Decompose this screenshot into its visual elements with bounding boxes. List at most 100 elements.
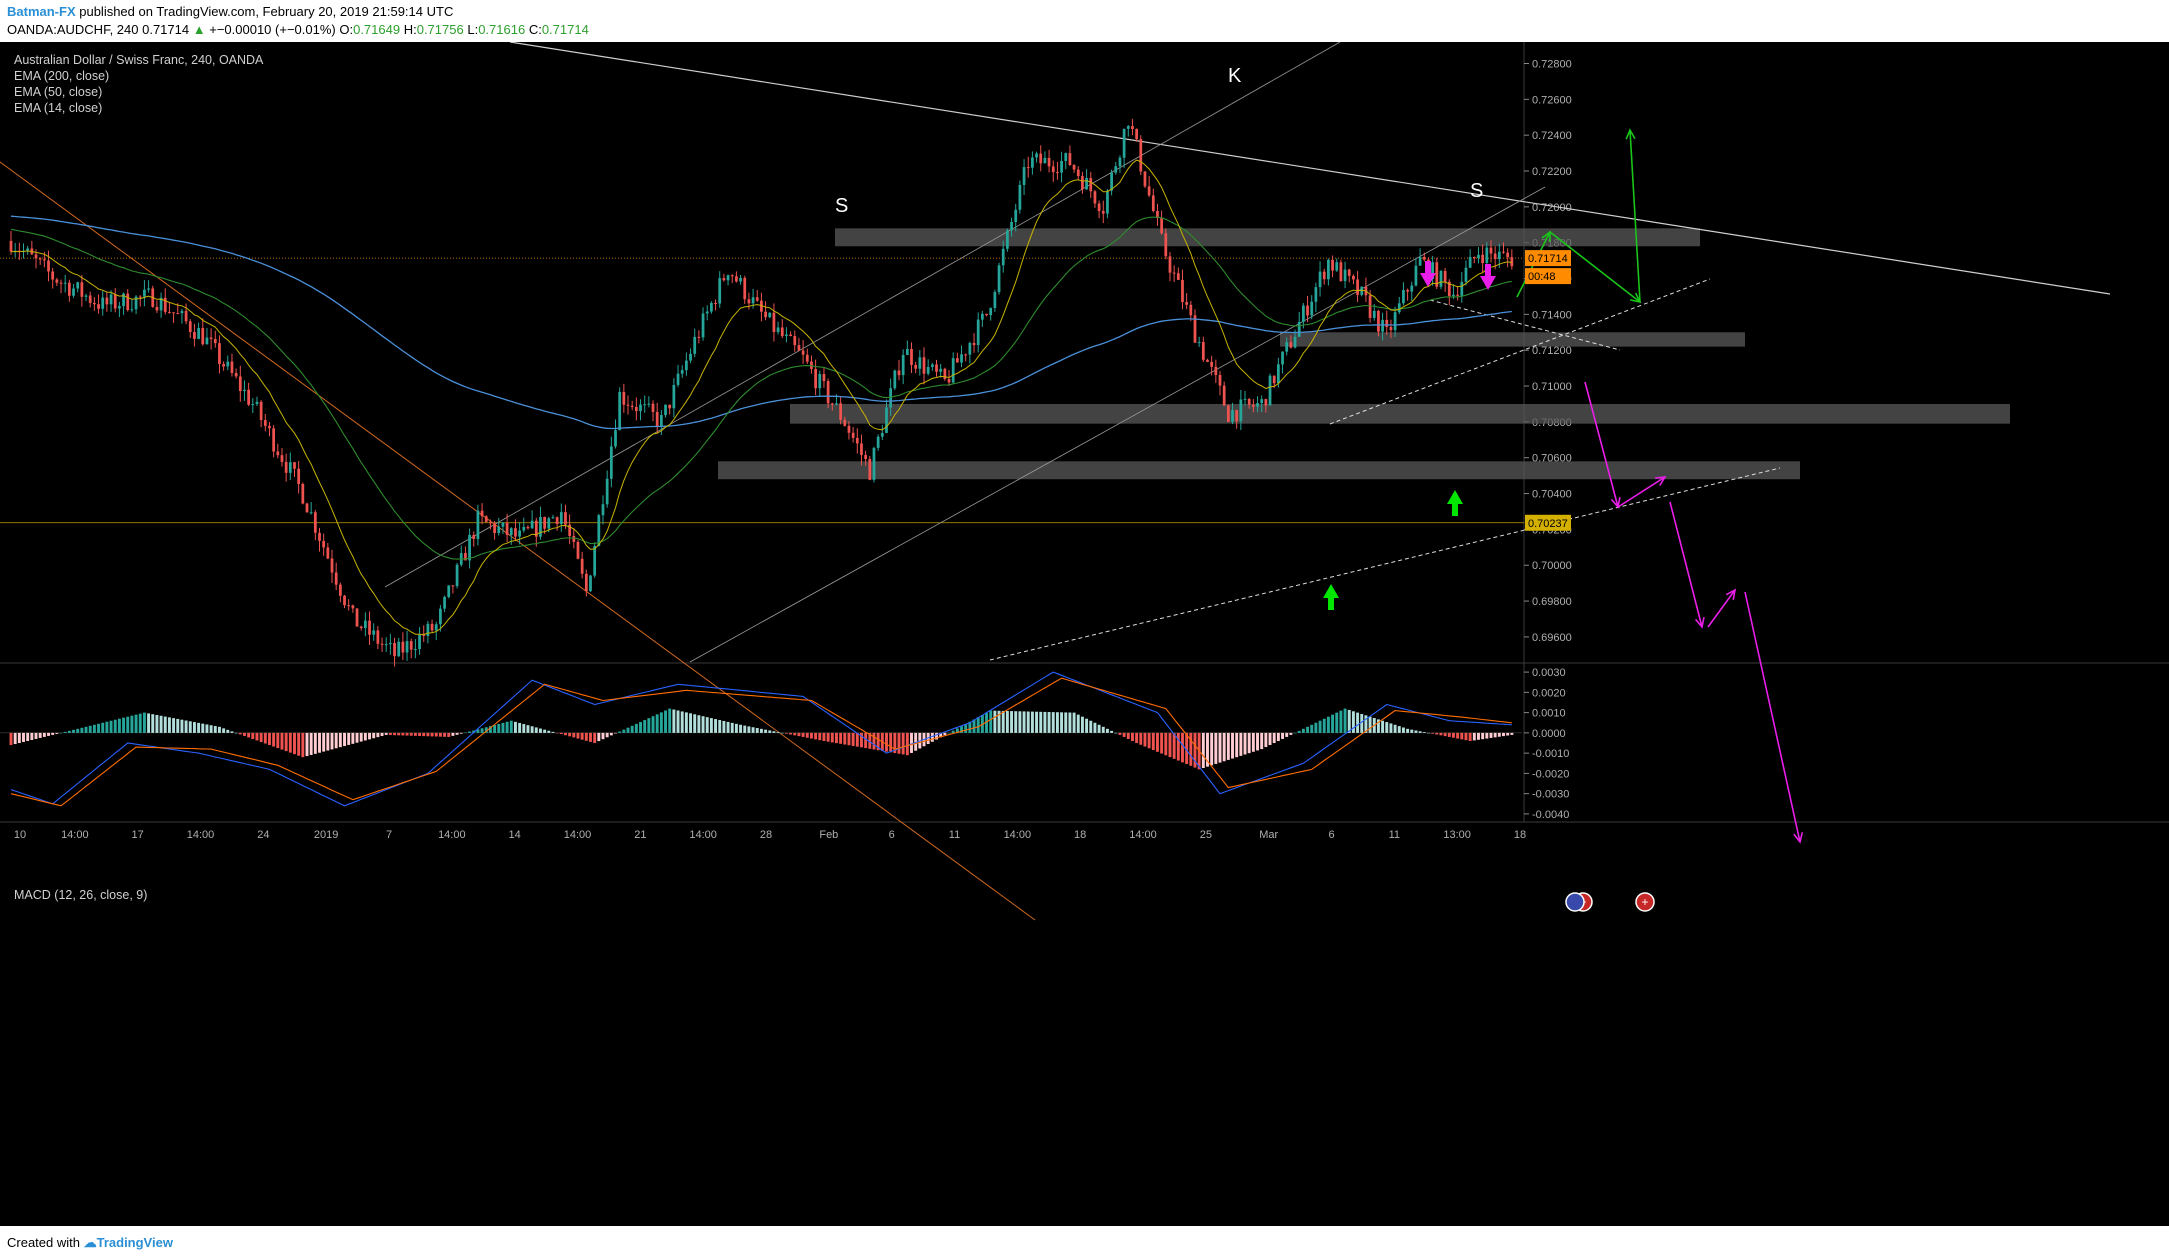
- created-with-label: Created with: [7, 1235, 80, 1250]
- macd-histogram-bar: [714, 719, 718, 733]
- macd-histogram-bar: [1218, 732, 1222, 763]
- chart-area[interactable]: 0.728000.726000.724000.722000.720000.718…: [0, 41, 2169, 1226]
- bearish-projection-arrow-head: [1694, 617, 1705, 629]
- candle: [222, 363, 225, 367]
- candle: [722, 278, 726, 281]
- legend-ema14[interactable]: EMA (14, close): [14, 101, 103, 115]
- legend-title[interactable]: Australian Dollar / Swiss Franc, 240, OA…: [14, 53, 264, 67]
- tradingview-brand[interactable]: TradingView: [96, 1235, 173, 1250]
- candle: [472, 534, 476, 540]
- macd-histogram-bar: [192, 722, 196, 733]
- candle: [968, 342, 972, 355]
- candle: [622, 391, 626, 405]
- macd-histogram-bar: [463, 732, 467, 734]
- candle: [926, 367, 930, 374]
- candle: [572, 535, 576, 542]
- close-value: 0.71714: [541, 22, 589, 37]
- candle: [1410, 285, 1414, 292]
- created-with: Created with ☁TradingView: [7, 1235, 173, 1251]
- macd-histogram-bar: [551, 731, 555, 733]
- macd-histogram-bar: [1226, 732, 1230, 760]
- macd-histogram-bar: [689, 713, 693, 733]
- bullish-projection-arrow-head: [1625, 128, 1636, 140]
- candle: [543, 516, 547, 529]
- macd-histogram-bar: [834, 732, 838, 744]
- macd-histogram-bar: [885, 732, 888, 752]
- candle: [634, 406, 638, 412]
- macd-histogram-bar: [1493, 732, 1497, 738]
- macd-histogram-bar: [747, 726, 751, 733]
- macd-histogram-bar: [1460, 732, 1464, 740]
- macd-histogram-bar: [1172, 732, 1176, 759]
- legend-ema200[interactable]: EMA (200, close): [14, 69, 110, 83]
- candle: [1068, 153, 1072, 165]
- candle: [401, 641, 405, 653]
- macd-histogram-bar: [809, 732, 813, 739]
- time-tick-label: 14:00: [187, 829, 215, 841]
- chart-canvas[interactable]: 0.728000.726000.724000.722000.720000.718…: [0, 41, 2169, 1226]
- macd-histogram-bar: [167, 717, 171, 733]
- macd-histogram-bar: [576, 732, 580, 739]
- macd-histogram-bar: [105, 721, 109, 733]
- macd-histogram-bar: [497, 723, 501, 733]
- candle: [609, 446, 613, 479]
- candle: [188, 321, 192, 332]
- time-tick-label: 24: [257, 829, 269, 841]
- down-arrow-icon: [1480, 264, 1496, 290]
- macd-histogram-bar: [1097, 724, 1101, 733]
- candle: [693, 336, 697, 354]
- macd-histogram-bar: [1385, 722, 1389, 733]
- candle: [614, 430, 617, 447]
- candle: [1310, 301, 1314, 316]
- macd-histogram-bar: [1368, 716, 1372, 733]
- macd-histogram-bar: [42, 732, 46, 737]
- macd-histogram-bar: [468, 731, 472, 733]
- time-tick-label: 14:00: [438, 829, 466, 841]
- macd-histogram-bar: [860, 732, 863, 748]
- author-link[interactable]: Batman-FX: [7, 4, 76, 19]
- support-resistance-zone: [718, 461, 1800, 480]
- candle: [651, 403, 655, 412]
- candle: [1343, 269, 1347, 282]
- candle: [138, 296, 142, 298]
- bearish-projection-arrow-head: [1654, 476, 1667, 486]
- macd-legend[interactable]: MACD (12, 26, close, 9): [14, 888, 148, 902]
- candle: [1001, 248, 1005, 266]
- dashed-support-line: [989, 467, 1781, 661]
- candle: [130, 309, 134, 311]
- candle: [901, 355, 905, 376]
- candle: [1352, 275, 1355, 280]
- candle: [1322, 271, 1326, 280]
- candle: [689, 353, 692, 361]
- macd-histogram-bar: [92, 724, 96, 733]
- time-tick-label: 18: [1514, 829, 1526, 841]
- macd-histogram-bar: [142, 712, 146, 733]
- macd-histogram-bar: [401, 732, 405, 736]
- candle: [1010, 221, 1013, 231]
- macd-histogram-bar: [1035, 711, 1039, 733]
- candle: [1443, 270, 1447, 282]
- candle: [351, 605, 355, 609]
- time-tick-label: 2019: [314, 829, 338, 841]
- candle: [864, 454, 868, 460]
- candle: [34, 254, 38, 259]
- dashed-wedge-lower: [1329, 278, 1711, 425]
- candle: [1414, 265, 1418, 286]
- tradingview-logo-icon[interactable]: ☁: [83, 1235, 97, 1250]
- candle: [997, 265, 1001, 293]
- candle: [576, 541, 580, 559]
- candle: [751, 297, 755, 304]
- legend-ema50[interactable]: EMA (50, close): [14, 85, 103, 99]
- candle: [1285, 342, 1289, 352]
- macd-histogram-bar: [1251, 732, 1255, 752]
- candle: [530, 520, 534, 529]
- candle: [1327, 259, 1330, 280]
- macd-histogram-bar: [930, 732, 934, 742]
- candle: [1297, 321, 1301, 337]
- macd-histogram-bar: [893, 732, 897, 754]
- candle: [42, 259, 46, 261]
- macd-histogram-bar: [864, 732, 868, 749]
- macd-histogram-bar: [1214, 732, 1218, 764]
- macd-histogram-bar: [1276, 732, 1280, 741]
- macd-histogram-bar: [1439, 732, 1443, 736]
